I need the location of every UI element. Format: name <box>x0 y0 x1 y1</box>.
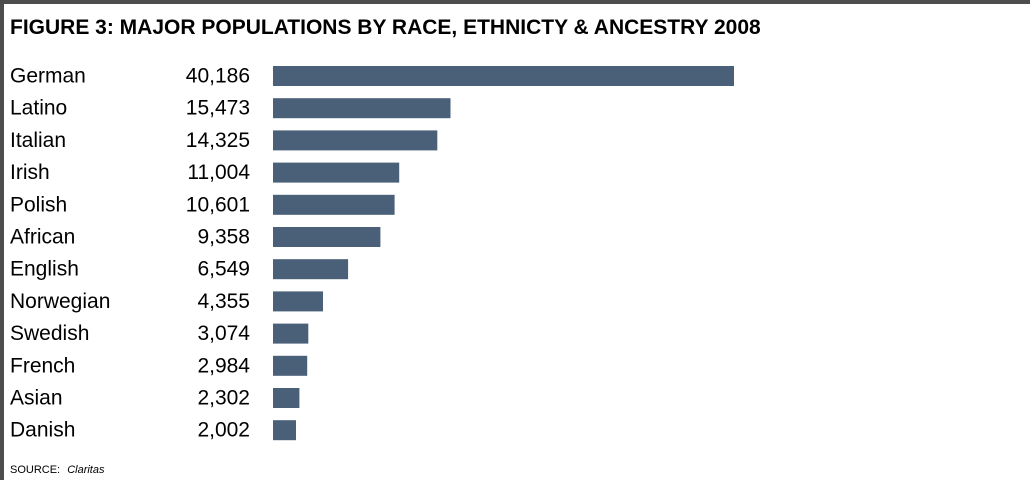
bar <box>273 388 300 408</box>
value-label: 6,549 <box>197 258 250 281</box>
bar <box>273 259 349 280</box>
category-label: African <box>10 226 75 249</box>
value-label: 15,473 <box>186 97 250 120</box>
value-label: 11,004 <box>187 161 250 184</box>
category-label: German <box>10 65 86 88</box>
bar <box>273 227 381 247</box>
category-label: English <box>10 258 79 281</box>
bar <box>273 98 451 119</box>
value-label: 2,002 <box>197 419 250 442</box>
category-label: Swedish <box>10 322 89 345</box>
bar <box>273 420 296 441</box>
value-label: 2,302 <box>197 387 250 410</box>
value-label: 2,984 <box>197 354 250 377</box>
category-label: Polish <box>10 193 67 216</box>
value-label: 9,358 <box>197 226 250 249</box>
category-label: Italian <box>10 129 66 152</box>
value-label: 40,186 <box>186 65 250 88</box>
bar-chart: German 40,186 Latino 15,473 Italian 14,325 Iri… <box>10 65 734 442</box>
bar <box>273 162 400 183</box>
source-note: SOURCE: Claritas <box>10 464 104 476</box>
category-label: Latino <box>10 97 67 120</box>
value-label: 4,355 <box>197 290 250 313</box>
bar <box>273 291 323 312</box>
bar <box>273 323 309 344</box>
bar <box>273 194 395 215</box>
category-label: Danish <box>10 419 75 442</box>
category-label: French <box>10 354 75 377</box>
value-label: 10,601 <box>186 193 250 216</box>
category-label: Asian <box>10 387 63 410</box>
category-label: Irish <box>10 161 50 184</box>
bar <box>273 355 308 376</box>
source-label: SOURCE: <box>10 464 61 476</box>
bar <box>273 130 438 151</box>
value-label: 3,074 <box>197 322 250 345</box>
source-value: Claritas <box>67 464 105 476</box>
chart-title: FIGURE 3: MAJOR POPULATIONS BY RACE, ETH… <box>10 16 761 39</box>
category-label: Norwegian <box>10 290 110 313</box>
bar <box>273 66 734 86</box>
value-label: 14,325 <box>186 129 250 152</box>
